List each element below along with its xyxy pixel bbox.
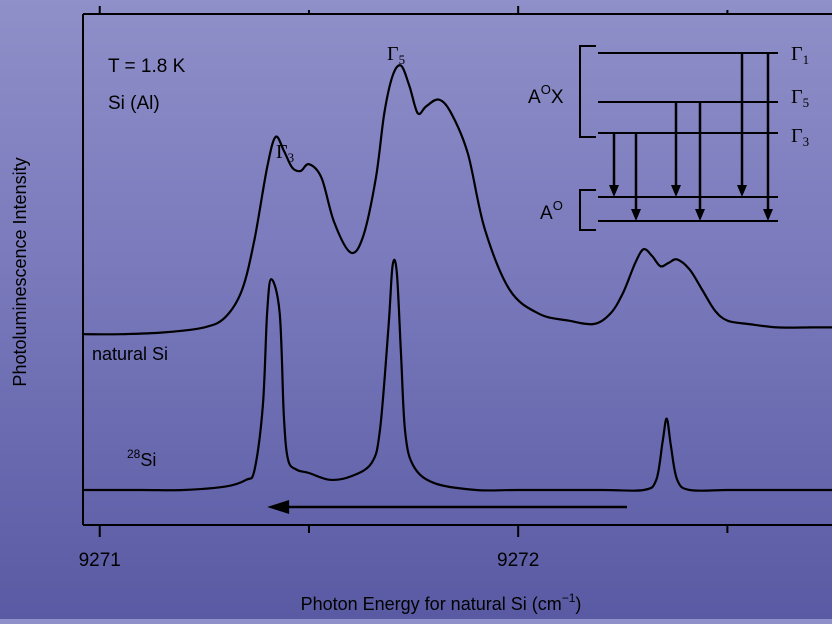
shift-arrow-head bbox=[267, 500, 290, 514]
gamma3-peak-label: Γ3 bbox=[276, 141, 294, 165]
lower-group-bracket bbox=[579, 189, 596, 231]
transition-arrow-head bbox=[671, 185, 681, 197]
isotope-si-label: 28Si bbox=[127, 447, 156, 470]
upper-group-bracket bbox=[579, 45, 596, 138]
transition-arrow-head bbox=[763, 209, 773, 221]
energy-level-inset: AOX AO Γ1 Γ5 Γ3 bbox=[528, 43, 809, 231]
transition-arrow-head bbox=[737, 185, 747, 197]
transition-arrows bbox=[609, 53, 773, 221]
temperature-label: T = 1.8 K bbox=[108, 56, 186, 77]
transition-arrow-head bbox=[609, 185, 619, 197]
transition-arrow-head bbox=[695, 209, 705, 221]
level-label-gamma1: Γ1 bbox=[791, 43, 809, 67]
level-label-gamma5: Γ5 bbox=[791, 86, 809, 110]
upper-group-label: AOX bbox=[528, 82, 564, 108]
y-axis-label: Photoluminescence Intensity bbox=[10, 157, 30, 386]
transition-arrow-head bbox=[631, 209, 641, 221]
x-ticks: 9271 9272 bbox=[79, 6, 729, 571]
series-line-natural-si bbox=[82, 64, 832, 336]
sample-label: Si (Al) bbox=[108, 93, 160, 114]
x-tick-label: 9272 bbox=[497, 550, 539, 571]
natural-si-label: natural Si bbox=[92, 344, 168, 364]
level-label-gamma3: Γ3 bbox=[791, 125, 809, 149]
series-line-28si bbox=[83, 258, 832, 492]
gamma5-peak-label: Γ5 bbox=[387, 43, 405, 67]
x-axis-label: Photon Energy for natural Si (cm−1) bbox=[301, 591, 582, 614]
x-tick-label: 9271 bbox=[79, 550, 121, 571]
lower-group-label: AO bbox=[540, 198, 563, 224]
